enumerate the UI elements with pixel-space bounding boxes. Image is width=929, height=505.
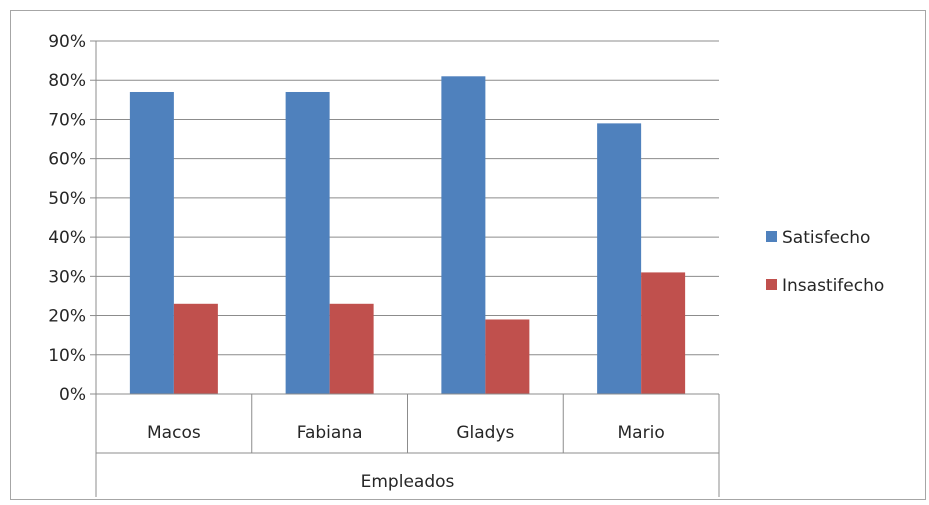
bar-satisfecho-fabiana <box>285 91 330 394</box>
category-label: Fabiana <box>297 423 363 443</box>
y-tick-label: 90% <box>48 32 86 52</box>
y-tick-label: 30% <box>48 267 86 287</box>
y-tick-label: 0% <box>59 385 86 405</box>
bar-satisfecho-gladys <box>441 76 486 395</box>
y-tick-label: 20% <box>48 307 86 327</box>
bar-insastifecho-mario <box>641 272 686 394</box>
axes <box>95 41 720 497</box>
bars <box>129 76 686 395</box>
legend-label-insastifecho: Insastifecho <box>782 276 884 296</box>
bar-satisfecho-macos <box>129 91 174 394</box>
category-label: Macos <box>147 423 201 443</box>
y-tick-label: 80% <box>48 71 86 91</box>
y-tick-label: 10% <box>48 346 86 366</box>
y-tick-label: 60% <box>48 150 86 170</box>
category-label: Gladys <box>456 423 514 443</box>
bar-satisfecho-mario <box>597 123 642 394</box>
legend-swatch-satisfecho <box>766 231 777 242</box>
y-tick-label: 50% <box>48 189 86 209</box>
legend-label-satisfecho: Satisfecho <box>782 228 870 248</box>
bar-insastifecho-fabiana <box>329 303 374 394</box>
x-axis-category-labels: Macos Fabiana Gladys Mario <box>147 423 665 443</box>
y-tick-label: 70% <box>48 110 86 130</box>
y-axis-tick-labels: 0% 10% 20% 30% 40% 50% 60% 70% 80% 90% <box>48 32 86 405</box>
legend: Satisfecho Insastifecho <box>766 228 884 296</box>
y-tick-label: 40% <box>48 228 86 248</box>
bar-insastifecho-gladys <box>485 319 530 394</box>
x-axis-group-label: Empleados <box>361 472 455 492</box>
legend-swatch-insastifecho <box>766 279 777 290</box>
category-label: Mario <box>618 423 665 443</box>
bar-insastifecho-macos <box>173 303 218 394</box>
